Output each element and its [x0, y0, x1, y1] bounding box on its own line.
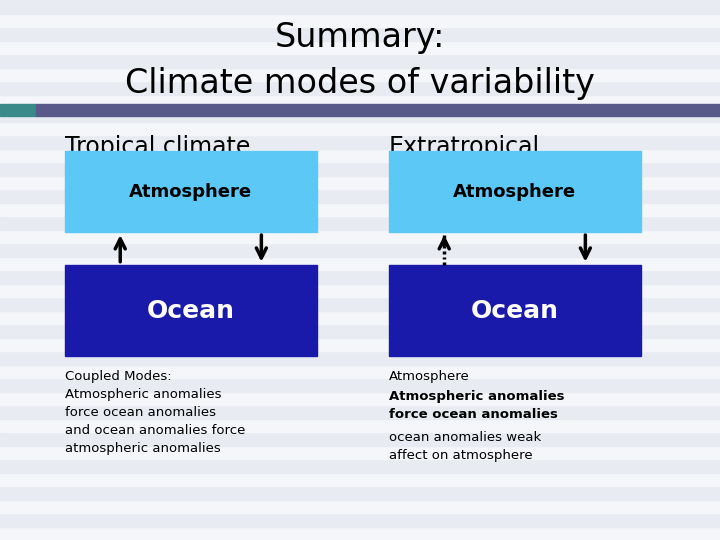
Text: Ocean: Ocean	[147, 299, 235, 322]
Bar	[389, 151, 641, 232]
Bar	[0, 104, 36, 116]
Bar	[0, 135, 720, 148]
Bar	[0, 446, 720, 459]
Bar	[0, 405, 720, 418]
Bar	[0, 148, 720, 162]
Text: ocean anomalies weak
affect on atmosphere: ocean anomalies weak affect on atmospher…	[389, 431, 541, 462]
Bar	[0, 108, 720, 122]
Bar	[0, 459, 720, 472]
Bar	[0, 432, 720, 445]
Text: Coupled Modes:
Atmospheric anomalies
force ocean anomalies
and ocean anomalies f: Coupled Modes: Atmospheric anomalies for…	[65, 370, 246, 455]
Bar	[0, 243, 720, 256]
Bar	[36, 104, 720, 116]
Bar	[0, 310, 720, 324]
Text: Atmospheric anomalies
force ocean anomalies: Atmospheric anomalies force ocean anomal…	[389, 390, 564, 421]
Bar	[0, 216, 720, 229]
Bar	[0, 378, 720, 392]
Bar	[0, 472, 720, 486]
Bar	[65, 151, 317, 232]
Text: Atmosphere: Atmosphere	[453, 183, 577, 201]
Bar	[389, 265, 641, 356]
Text: Extratropical
climate modes: Extratropical climate modes	[389, 135, 563, 188]
Bar	[0, 162, 720, 176]
Bar	[0, 54, 720, 68]
Bar	[0, 526, 720, 540]
Bar	[0, 40, 720, 54]
Text: Climate modes of variability: Climate modes of variability	[125, 67, 595, 100]
Bar	[0, 230, 720, 243]
Bar	[65, 265, 317, 356]
Bar	[0, 500, 720, 513]
Bar	[0, 27, 720, 40]
Text: Atmosphere: Atmosphere	[129, 183, 253, 201]
Bar	[0, 202, 720, 216]
Text: Atmosphere: Atmosphere	[389, 370, 469, 383]
Bar	[0, 94, 720, 108]
Bar	[0, 176, 720, 189]
Text: Summary:: Summary:	[275, 21, 445, 55]
Bar	[0, 324, 720, 338]
Bar	[0, 284, 720, 297]
Bar	[0, 297, 720, 310]
Bar	[0, 122, 720, 135]
Bar	[0, 486, 720, 500]
Bar	[0, 338, 720, 351]
Bar	[0, 418, 720, 432]
Bar	[0, 270, 720, 284]
Bar	[0, 0, 720, 14]
Bar	[0, 81, 720, 94]
Bar	[0, 513, 720, 526]
Text: Ocean: Ocean	[471, 299, 559, 322]
Bar	[0, 351, 720, 364]
Bar	[0, 256, 720, 270]
Bar	[0, 14, 720, 27]
Bar	[0, 189, 720, 202]
Text: Tropical climate
modes: Tropical climate modes	[65, 135, 250, 188]
Bar	[0, 364, 720, 378]
Bar	[0, 68, 720, 81]
Bar	[0, 392, 720, 405]
